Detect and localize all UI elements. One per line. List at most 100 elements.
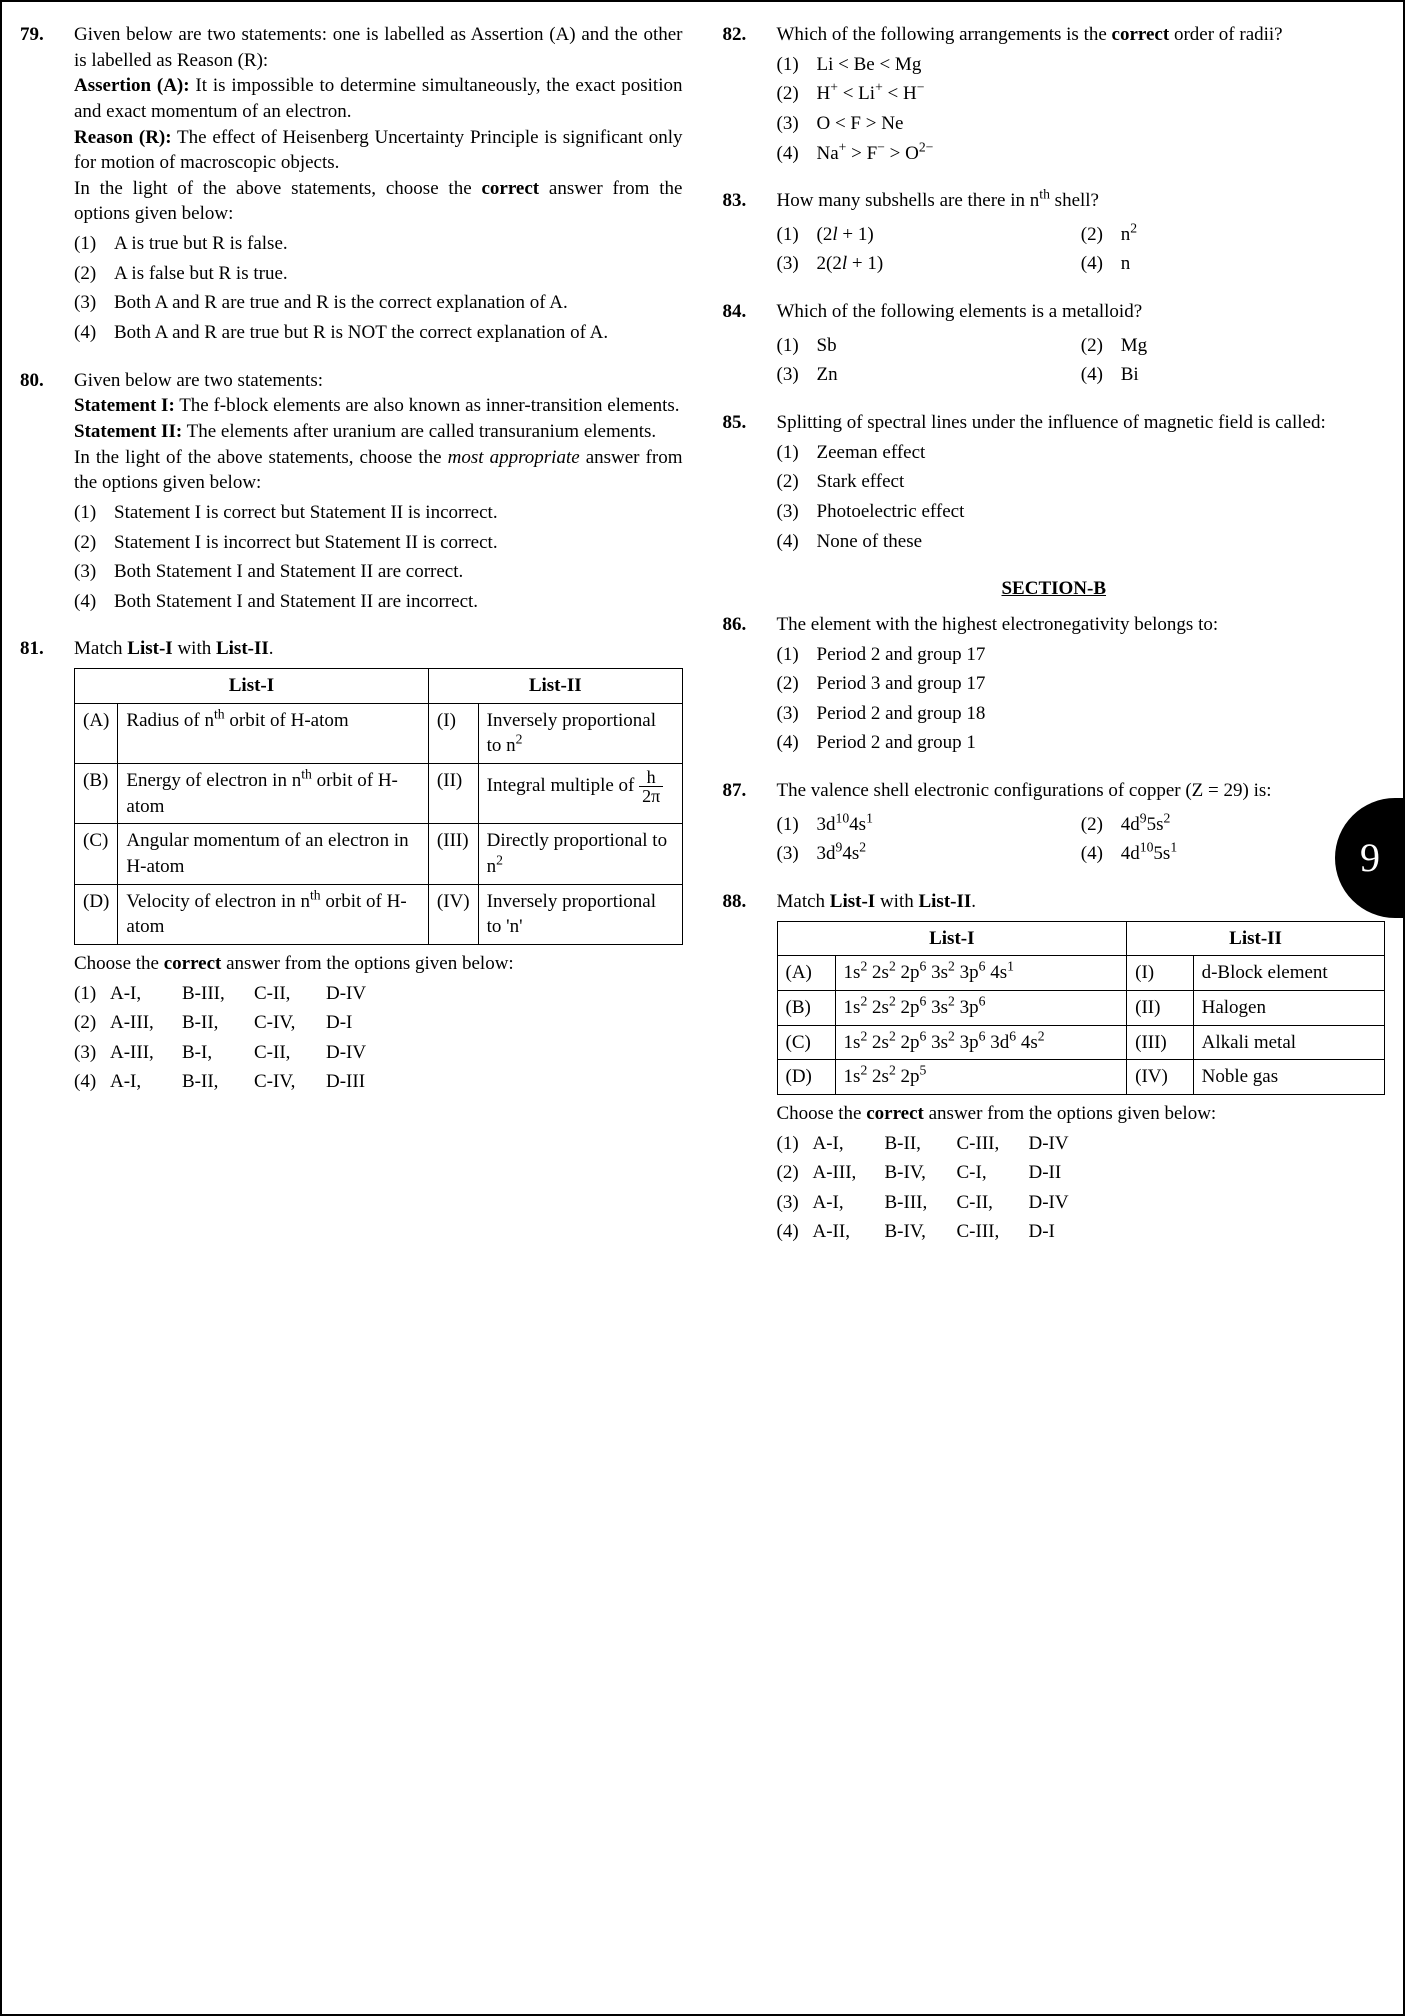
option-num: (1) xyxy=(777,222,817,248)
option-2: (2)A-III,B-II,C-IV,D-I xyxy=(74,1010,683,1036)
option-text: 2(2l + 1) xyxy=(817,251,1081,277)
option-text: Period 2 and group 1 xyxy=(817,730,1386,756)
table-header-row: List-I List-II xyxy=(777,921,1385,956)
map-a: A-I, xyxy=(813,1190,885,1216)
option-num: (3) xyxy=(777,701,817,727)
question-number: 87. xyxy=(723,778,777,867)
stem-b: List-I xyxy=(127,638,172,659)
stem-d: List-II xyxy=(918,891,971,912)
question-86: 86. The element with the highest electro… xyxy=(723,612,1386,756)
prompt-a: In the light of the above statements, ch… xyxy=(74,178,481,199)
option-num: (2) xyxy=(1081,333,1121,359)
right-item-text: Integral multiple of xyxy=(487,775,639,796)
option-text: Statement I is incorrect but Statement I… xyxy=(114,530,683,556)
option-text: Period 2 and group 18 xyxy=(817,701,1386,727)
question-85: 85. Splitting of spectral lines under th… xyxy=(723,410,1386,554)
option-2: (2)A is false but R is true. xyxy=(74,261,683,287)
map-b: B-II, xyxy=(182,1069,254,1095)
option-text: Both Statement I and Statement II are co… xyxy=(114,559,683,585)
stem-c: with xyxy=(875,891,918,912)
key: (B) xyxy=(75,764,118,824)
map-a: A-II, xyxy=(813,1219,885,1245)
map-a: A-III, xyxy=(813,1160,885,1186)
option-2: (2)A-III,B-IV,C-I,D-II xyxy=(777,1160,1386,1186)
option-text: Statement I is correct but Statement II … xyxy=(114,500,683,526)
map-b: B-I, xyxy=(182,1040,254,1066)
stem-a: Which of the following arrangements is t… xyxy=(777,24,1112,45)
left-item: Velocity of electron in nth orbit of H-a… xyxy=(118,884,429,944)
answer-options: (1)A-I,B-III,C-II,D-IV (2)A-III,B-II,C-I… xyxy=(74,981,683,1096)
question-number: 88. xyxy=(723,889,777,1245)
question-82: 82. Which of the following arrangements … xyxy=(723,22,1386,166)
match-table: List-I List-II (A) Radius of nth orbit o… xyxy=(74,668,683,945)
prompt-c: answer from the options given below: xyxy=(221,953,513,974)
page-number: 9 xyxy=(1360,831,1380,885)
option-text: Period 3 and group 17 xyxy=(817,671,1386,697)
option-3: (3)A-III,B-I,C-II,D-IV xyxy=(74,1040,683,1066)
right-item: Inversely proportional to 'n' xyxy=(478,884,682,944)
map-c: C-III, xyxy=(957,1131,1029,1157)
option-1: (1)A is true but R is false. xyxy=(74,231,683,257)
option-text: n xyxy=(1121,251,1385,277)
match-table: List-I List-II (A) 1s2 2s2 2p6 3s2 3p6 4… xyxy=(777,921,1386,1095)
option-4: (4)A-I,B-II,C-IV,D-III xyxy=(74,1069,683,1095)
prompt-b: correct xyxy=(866,1103,924,1124)
key: (D) xyxy=(777,1060,835,1095)
exam-page: 9 79. Given below are two statements: on… xyxy=(0,0,1405,2016)
option-num: (3) xyxy=(74,290,114,316)
question-number: 86. xyxy=(723,612,777,756)
option-1: (1)(2l + 1) xyxy=(777,222,1081,248)
option-num: (1) xyxy=(777,812,817,838)
question-body: How many subshells are there in nth shel… xyxy=(777,188,1386,277)
list1-header: List-I xyxy=(75,669,429,704)
map-a: A-I, xyxy=(813,1131,885,1157)
roman: (III) xyxy=(428,824,478,884)
left-item: 1s2 2s2 2p6 3s2 3p6 4s1 xyxy=(835,956,1127,991)
option-num: (3) xyxy=(777,499,817,525)
question-number: 85. xyxy=(723,410,777,554)
table-header-row: List-I List-II xyxy=(75,669,683,704)
roman: (IV) xyxy=(428,884,478,944)
option-num: (1) xyxy=(777,642,817,668)
question-84: 84. Which of the following elements is a… xyxy=(723,299,1386,388)
question-body: Given below are two statements: Statemen… xyxy=(74,368,683,615)
option-num: (4) xyxy=(74,1069,110,1095)
right-item: Noble gas xyxy=(1193,1060,1384,1095)
option-text: H+ < Li+ < H− xyxy=(817,81,1386,107)
answer-options: (1)A-I,B-II,C-III,D-IV (2)A-III,B-IV,C-I… xyxy=(777,1131,1386,1246)
question-body: The element with the highest electronega… xyxy=(777,612,1386,756)
prompt-a: In the light of the above statements, ch… xyxy=(74,447,448,468)
list1-header: List-I xyxy=(777,921,1127,956)
map-d: D-I xyxy=(326,1012,352,1033)
map-d: D-IV xyxy=(326,983,366,1004)
right-column: 82. Which of the following arrangements … xyxy=(723,22,1386,1994)
question-body: Which of the following elements is a met… xyxy=(777,299,1386,388)
key: (C) xyxy=(777,1025,835,1060)
option-num: (2) xyxy=(777,81,817,107)
question-number: 80. xyxy=(20,368,74,615)
option-2: (2)H+ < Li+ < H− xyxy=(777,81,1386,107)
question-number: 81. xyxy=(20,636,74,1095)
option-text: 3d94s2 xyxy=(817,841,1081,867)
roman: (IV) xyxy=(1127,1060,1193,1095)
option-num: (4) xyxy=(1081,251,1121,277)
option-3: (3)Both A and R are true and R is the co… xyxy=(74,290,683,316)
option-1: (1)A-I,B-III,C-II,D-IV xyxy=(74,981,683,1007)
option-4: (4)Both Statement I and Statement II are… xyxy=(74,589,683,615)
option-num: (1) xyxy=(777,440,817,466)
stem-b: List-I xyxy=(830,891,875,912)
prompt-a: Choose the xyxy=(777,1103,867,1124)
question-number: 79. xyxy=(20,22,74,346)
option-3: (3)O < F > Ne xyxy=(777,111,1386,137)
roman: (I) xyxy=(1127,956,1193,991)
left-item: Radius of nth orbit of H-atom xyxy=(118,703,429,763)
option-3: (3)3d94s2 xyxy=(777,841,1081,867)
map-d: D-IV xyxy=(1029,1133,1069,1154)
option-1: (1)Li < Be < Mg xyxy=(777,52,1386,78)
stem-a: Match xyxy=(777,891,830,912)
stem-d: List-II xyxy=(216,638,269,659)
option-text: 3d104s1 xyxy=(817,812,1081,838)
option-2: (2)Statement I is incorrect but Statemen… xyxy=(74,530,683,556)
prompt-b: correct xyxy=(164,953,222,974)
option-text: Both A and R are true and R is the corre… xyxy=(114,290,683,316)
